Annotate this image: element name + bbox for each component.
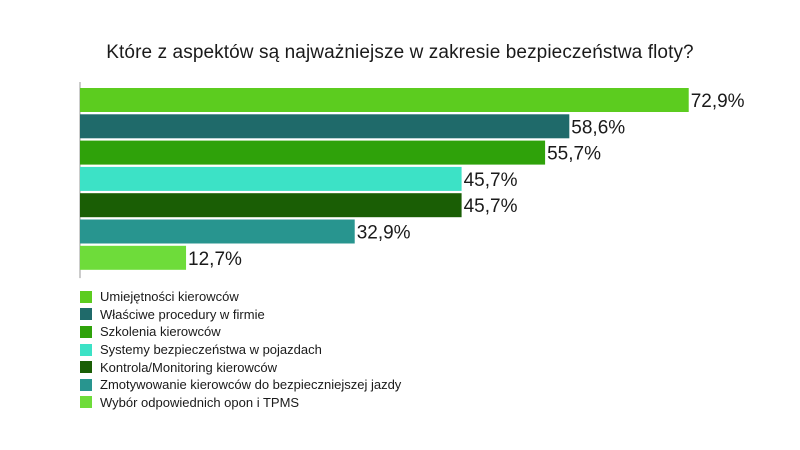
- bar-7: [80, 245, 187, 270]
- bar-1: [80, 88, 689, 112]
- bar-4: [80, 166, 462, 191]
- legend-label: Właściwe procedury w firmie: [100, 306, 265, 322]
- legend-swatch: [80, 343, 92, 356]
- legend-item: Szkolenia kierowców: [80, 323, 401, 341]
- legend-swatch: [80, 325, 92, 338]
- legend-label: Zmotywowanie kierowców do bezpieczniejsz…: [100, 377, 402, 393]
- legend-item: Kontrola/Monitoring kierowców: [80, 358, 401, 376]
- legend-label: Wybór odpowiednich opon i TPMS: [100, 394, 300, 410]
- legend-swatch: [80, 378, 92, 391]
- bar-2: [80, 114, 570, 139]
- bars-group: 72,9% 58,6% 55,7% 45,7% 45,7% 32,9% 12,7%: [80, 88, 745, 270]
- legend-item: Zmotywowanie kierowców do bezpieczniejsz…: [80, 376, 401, 394]
- legend-item: Wybór odpowiednich opon i TPMS: [80, 394, 401, 412]
- bar-5: [80, 193, 462, 218]
- bar-value-label-5: 45,7%: [464, 196, 518, 217]
- bar-value-label-1: 72,9%: [691, 91, 745, 112]
- bar-value-label-4: 45,7%: [464, 170, 518, 191]
- bar-3: [80, 140, 546, 165]
- legend-item: Umiejętności kierowców: [80, 288, 401, 306]
- legend-label: Kontrola/Monitoring kierowców: [100, 359, 278, 375]
- legend-label: Szkolenia kierowców: [100, 324, 221, 340]
- bar-value-label-2: 58,6%: [571, 117, 625, 138]
- legend-item: Systemy bezpieczeństwa w pojazdach: [80, 341, 401, 359]
- legend-label: Umiejętności kierowców: [100, 289, 239, 305]
- bar-value-label-3: 55,7%: [547, 144, 601, 165]
- chart-title: Które z aspektów są najważniejsze w zakr…: [106, 42, 694, 63]
- legend-swatch: [80, 290, 92, 303]
- legend-label: Systemy bezpieczeństwa w pojazdach: [100, 342, 322, 358]
- legend-swatch: [80, 396, 92, 409]
- legend-swatch: [80, 361, 92, 374]
- legend: Umiejętności kierowców Właściwe procedury…: [80, 288, 401, 411]
- legend-swatch: [80, 308, 92, 321]
- legend-item: Właściwe procedury w firmie: [80, 306, 401, 324]
- bar-value-label-6: 32,9%: [357, 223, 411, 244]
- bar-6: [80, 219, 355, 244]
- bar-value-label-7: 12,7%: [188, 249, 242, 270]
